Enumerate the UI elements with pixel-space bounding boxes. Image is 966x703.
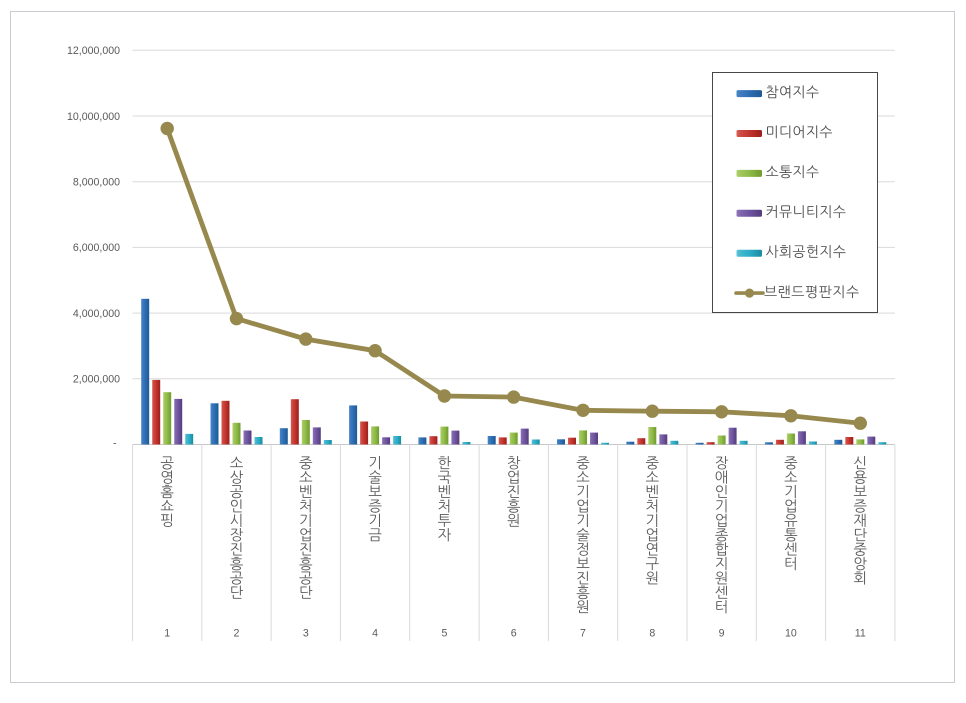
svg-text:8: 8 (649, 628, 655, 640)
svg-text:-: - (113, 437, 117, 449)
svg-text:6,000,000: 6,000,000 (73, 242, 120, 254)
svg-text:9: 9 (719, 628, 725, 640)
svg-text:10,000,000: 10,000,000 (67, 111, 120, 123)
svg-text:8,000,000: 8,000,000 (73, 177, 120, 189)
svg-text:10: 10 (785, 628, 797, 640)
svg-text:4: 4 (372, 628, 378, 640)
svg-text:7: 7 (580, 628, 586, 640)
svg-text:6: 6 (511, 628, 517, 640)
svg-text:2: 2 (234, 628, 240, 640)
svg-text:4,000,000: 4,000,000 (73, 308, 120, 320)
svg-text:1: 1 (164, 628, 170, 640)
svg-text:3: 3 (303, 628, 309, 640)
svg-text:12,000,000: 12,000,000 (67, 45, 120, 57)
svg-text:11: 11 (855, 628, 866, 640)
svg-text:2,000,000: 2,000,000 (73, 374, 120, 386)
svg-text:5: 5 (441, 628, 447, 640)
